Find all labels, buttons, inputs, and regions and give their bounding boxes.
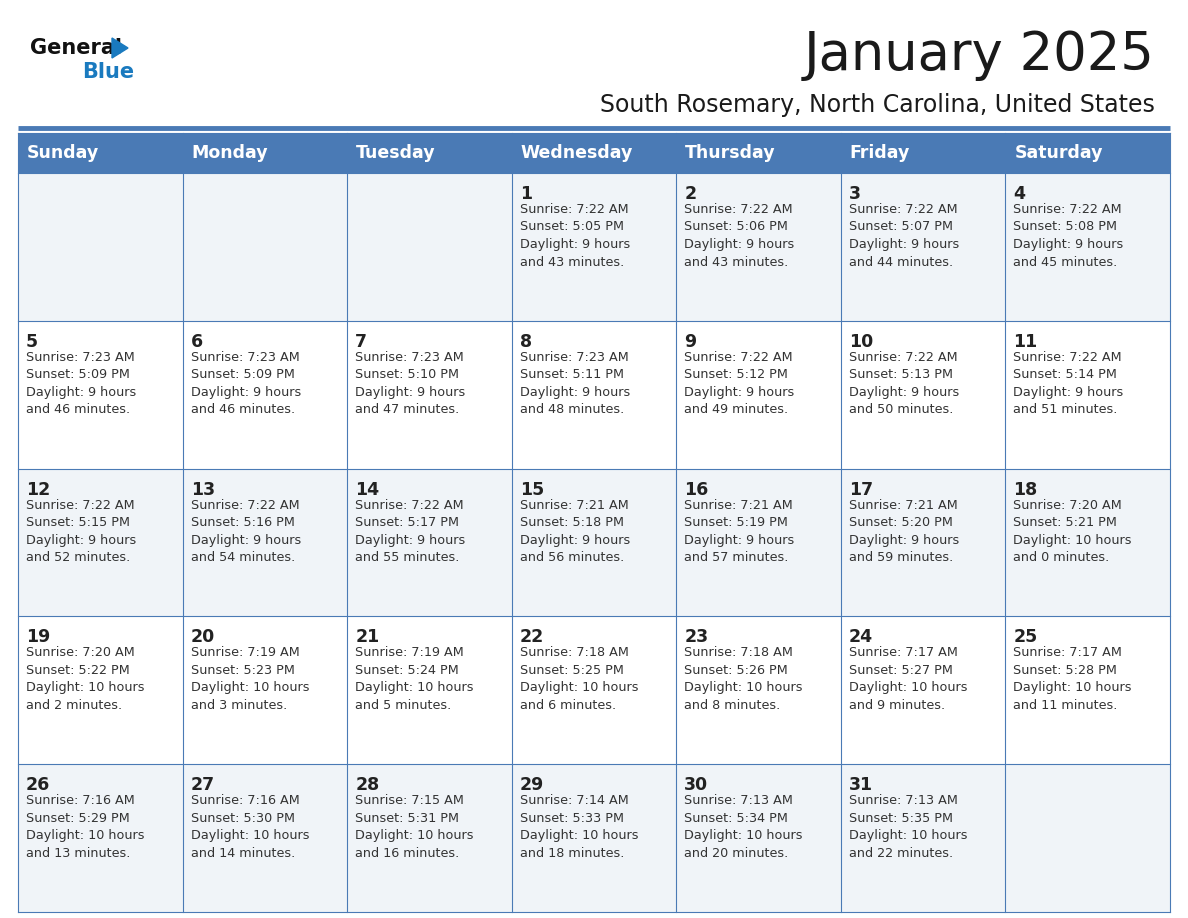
Text: 3: 3 — [849, 185, 861, 203]
Text: Sunrise: 7:16 AM
Sunset: 5:30 PM
Daylight: 10 hours
and 14 minutes.: Sunrise: 7:16 AM Sunset: 5:30 PM Dayligh… — [190, 794, 309, 859]
Text: 20: 20 — [190, 629, 215, 646]
Text: Sunrise: 7:19 AM
Sunset: 5:23 PM
Daylight: 10 hours
and 3 minutes.: Sunrise: 7:19 AM Sunset: 5:23 PM Dayligh… — [190, 646, 309, 711]
Text: Wednesday: Wednesday — [520, 144, 633, 162]
Text: 9: 9 — [684, 333, 696, 351]
Text: January 2025: January 2025 — [804, 29, 1155, 81]
Text: Sunrise: 7:23 AM
Sunset: 5:09 PM
Daylight: 9 hours
and 46 minutes.: Sunrise: 7:23 AM Sunset: 5:09 PM Dayligh… — [190, 351, 301, 416]
Text: Sunrise: 7:23 AM
Sunset: 5:10 PM
Daylight: 9 hours
and 47 minutes.: Sunrise: 7:23 AM Sunset: 5:10 PM Dayligh… — [355, 351, 466, 416]
Text: Sunrise: 7:18 AM
Sunset: 5:26 PM
Daylight: 10 hours
and 8 minutes.: Sunrise: 7:18 AM Sunset: 5:26 PM Dayligh… — [684, 646, 803, 711]
Bar — [18, 764, 1170, 912]
Bar — [18, 616, 1170, 764]
Text: Tuesday: Tuesday — [356, 144, 436, 162]
Text: 17: 17 — [849, 481, 873, 498]
Text: Sunrise: 7:22 AM
Sunset: 5:13 PM
Daylight: 9 hours
and 50 minutes.: Sunrise: 7:22 AM Sunset: 5:13 PM Dayligh… — [849, 351, 959, 416]
Text: Sunrise: 7:14 AM
Sunset: 5:33 PM
Daylight: 10 hours
and 18 minutes.: Sunrise: 7:14 AM Sunset: 5:33 PM Dayligh… — [519, 794, 638, 859]
Text: Sunrise: 7:22 AM
Sunset: 5:14 PM
Daylight: 9 hours
and 51 minutes.: Sunrise: 7:22 AM Sunset: 5:14 PM Dayligh… — [1013, 351, 1124, 416]
Text: Sunrise: 7:19 AM
Sunset: 5:24 PM
Daylight: 10 hours
and 5 minutes.: Sunrise: 7:19 AM Sunset: 5:24 PM Dayligh… — [355, 646, 474, 711]
Text: 28: 28 — [355, 777, 379, 794]
Text: Sunrise: 7:22 AM
Sunset: 5:16 PM
Daylight: 9 hours
and 54 minutes.: Sunrise: 7:22 AM Sunset: 5:16 PM Dayligh… — [190, 498, 301, 564]
Text: 22: 22 — [519, 629, 544, 646]
Text: Sunday: Sunday — [27, 144, 100, 162]
Text: Sunrise: 7:17 AM
Sunset: 5:27 PM
Daylight: 10 hours
and 9 minutes.: Sunrise: 7:17 AM Sunset: 5:27 PM Dayligh… — [849, 646, 967, 711]
Text: Sunrise: 7:21 AM
Sunset: 5:18 PM
Daylight: 9 hours
and 56 minutes.: Sunrise: 7:21 AM Sunset: 5:18 PM Dayligh… — [519, 498, 630, 564]
Text: 4: 4 — [1013, 185, 1025, 203]
Text: 21: 21 — [355, 629, 379, 646]
Text: Sunrise: 7:13 AM
Sunset: 5:35 PM
Daylight: 10 hours
and 22 minutes.: Sunrise: 7:13 AM Sunset: 5:35 PM Dayligh… — [849, 794, 967, 859]
Text: 18: 18 — [1013, 481, 1037, 498]
Text: Sunrise: 7:22 AM
Sunset: 5:05 PM
Daylight: 9 hours
and 43 minutes.: Sunrise: 7:22 AM Sunset: 5:05 PM Dayligh… — [519, 203, 630, 268]
Text: Blue: Blue — [82, 62, 134, 82]
Text: 14: 14 — [355, 481, 379, 498]
Text: Sunrise: 7:22 AM
Sunset: 5:07 PM
Daylight: 9 hours
and 44 minutes.: Sunrise: 7:22 AM Sunset: 5:07 PM Dayligh… — [849, 203, 959, 268]
Text: General: General — [30, 38, 122, 58]
Text: Sunrise: 7:21 AM
Sunset: 5:19 PM
Daylight: 9 hours
and 57 minutes.: Sunrise: 7:21 AM Sunset: 5:19 PM Dayligh… — [684, 498, 795, 564]
Text: 10: 10 — [849, 333, 873, 351]
Text: Saturday: Saturday — [1015, 144, 1102, 162]
Text: 30: 30 — [684, 777, 708, 794]
Text: Sunrise: 7:23 AM
Sunset: 5:09 PM
Daylight: 9 hours
and 46 minutes.: Sunrise: 7:23 AM Sunset: 5:09 PM Dayligh… — [26, 351, 137, 416]
Text: Sunrise: 7:22 AM
Sunset: 5:06 PM
Daylight: 9 hours
and 43 minutes.: Sunrise: 7:22 AM Sunset: 5:06 PM Dayligh… — [684, 203, 795, 268]
Text: Thursday: Thursday — [685, 144, 776, 162]
Text: 27: 27 — [190, 777, 215, 794]
Text: 19: 19 — [26, 629, 50, 646]
Text: 24: 24 — [849, 629, 873, 646]
Text: Sunrise: 7:13 AM
Sunset: 5:34 PM
Daylight: 10 hours
and 20 minutes.: Sunrise: 7:13 AM Sunset: 5:34 PM Dayligh… — [684, 794, 803, 859]
Text: Sunrise: 7:23 AM
Sunset: 5:11 PM
Daylight: 9 hours
and 48 minutes.: Sunrise: 7:23 AM Sunset: 5:11 PM Dayligh… — [519, 351, 630, 416]
Text: Sunrise: 7:22 AM
Sunset: 5:15 PM
Daylight: 9 hours
and 52 minutes.: Sunrise: 7:22 AM Sunset: 5:15 PM Dayligh… — [26, 498, 137, 564]
Text: 16: 16 — [684, 481, 708, 498]
Text: Friday: Friday — [849, 144, 910, 162]
Text: 6: 6 — [190, 333, 203, 351]
Bar — [18, 133, 1170, 173]
Text: Sunrise: 7:15 AM
Sunset: 5:31 PM
Daylight: 10 hours
and 16 minutes.: Sunrise: 7:15 AM Sunset: 5:31 PM Dayligh… — [355, 794, 474, 859]
Bar — [18, 320, 1170, 468]
Text: 13: 13 — [190, 481, 215, 498]
Text: 29: 29 — [519, 777, 544, 794]
Text: Sunrise: 7:20 AM
Sunset: 5:22 PM
Daylight: 10 hours
and 2 minutes.: Sunrise: 7:20 AM Sunset: 5:22 PM Dayligh… — [26, 646, 145, 711]
Text: 26: 26 — [26, 777, 50, 794]
Text: South Rosemary, North Carolina, United States: South Rosemary, North Carolina, United S… — [600, 93, 1155, 117]
Polygon shape — [112, 38, 128, 58]
Text: 23: 23 — [684, 629, 708, 646]
Text: Sunrise: 7:21 AM
Sunset: 5:20 PM
Daylight: 9 hours
and 59 minutes.: Sunrise: 7:21 AM Sunset: 5:20 PM Dayligh… — [849, 498, 959, 564]
Text: Monday: Monday — [191, 144, 268, 162]
Text: Sunrise: 7:18 AM
Sunset: 5:25 PM
Daylight: 10 hours
and 6 minutes.: Sunrise: 7:18 AM Sunset: 5:25 PM Dayligh… — [519, 646, 638, 711]
Text: Sunrise: 7:16 AM
Sunset: 5:29 PM
Daylight: 10 hours
and 13 minutes.: Sunrise: 7:16 AM Sunset: 5:29 PM Dayligh… — [26, 794, 145, 859]
Text: 11: 11 — [1013, 333, 1037, 351]
Text: 31: 31 — [849, 777, 873, 794]
Text: 15: 15 — [519, 481, 544, 498]
Text: 8: 8 — [519, 333, 532, 351]
Bar — [18, 173, 1170, 320]
Text: 1: 1 — [519, 185, 532, 203]
Bar — [18, 468, 1170, 616]
Text: Sunrise: 7:22 AM
Sunset: 5:17 PM
Daylight: 9 hours
and 55 minutes.: Sunrise: 7:22 AM Sunset: 5:17 PM Dayligh… — [355, 498, 466, 564]
Text: 12: 12 — [26, 481, 50, 498]
Text: 25: 25 — [1013, 629, 1037, 646]
Text: Sunrise: 7:20 AM
Sunset: 5:21 PM
Daylight: 10 hours
and 0 minutes.: Sunrise: 7:20 AM Sunset: 5:21 PM Dayligh… — [1013, 498, 1132, 564]
Text: 2: 2 — [684, 185, 696, 203]
Text: Sunrise: 7:22 AM
Sunset: 5:12 PM
Daylight: 9 hours
and 49 minutes.: Sunrise: 7:22 AM Sunset: 5:12 PM Dayligh… — [684, 351, 795, 416]
Text: 7: 7 — [355, 333, 367, 351]
Text: 5: 5 — [26, 333, 38, 351]
Text: Sunrise: 7:17 AM
Sunset: 5:28 PM
Daylight: 10 hours
and 11 minutes.: Sunrise: 7:17 AM Sunset: 5:28 PM Dayligh… — [1013, 646, 1132, 711]
Text: Sunrise: 7:22 AM
Sunset: 5:08 PM
Daylight: 9 hours
and 45 minutes.: Sunrise: 7:22 AM Sunset: 5:08 PM Dayligh… — [1013, 203, 1124, 268]
